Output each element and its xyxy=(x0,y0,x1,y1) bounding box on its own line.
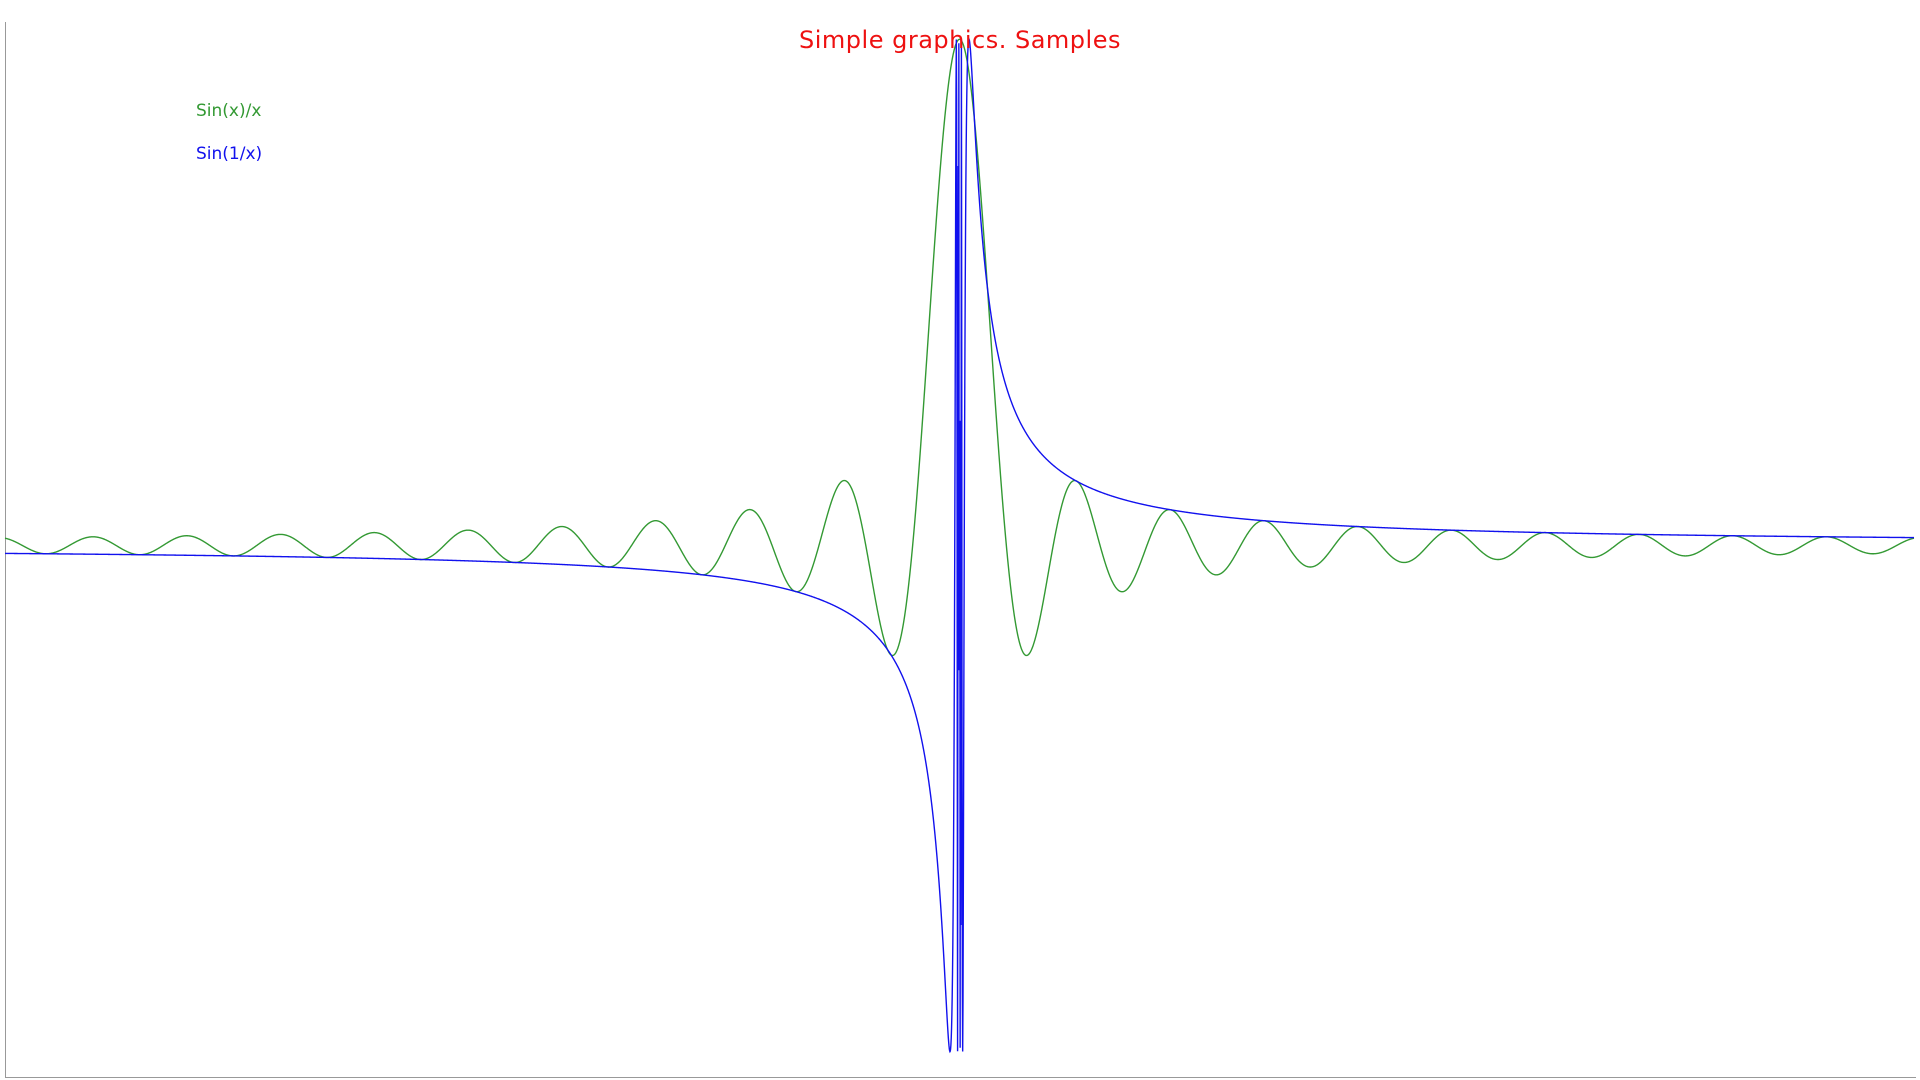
chart-title: Simple graphics. Samples xyxy=(799,26,1121,54)
legend-entry-series-2: Sin(1/x) xyxy=(196,144,263,164)
series-line-2 xyxy=(5,37,1914,1054)
series-layer xyxy=(4,37,1915,1054)
legend-entry-series-1: Sin(x)/x xyxy=(196,101,262,121)
